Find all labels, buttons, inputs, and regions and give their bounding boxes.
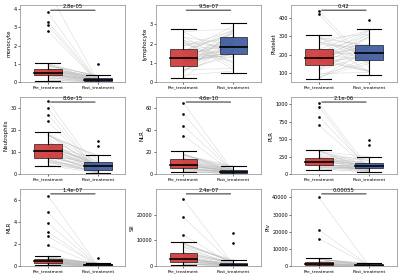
Y-axis label: lymphocyte: lymphocyte: [142, 27, 147, 60]
FancyBboxPatch shape: [355, 265, 383, 266]
FancyBboxPatch shape: [34, 69, 62, 75]
FancyBboxPatch shape: [355, 45, 383, 60]
Text: 0.00055: 0.00055: [333, 188, 355, 193]
Text: 4.6e-10: 4.6e-10: [198, 96, 218, 101]
Text: 2.4e-07: 2.4e-07: [198, 188, 218, 193]
FancyBboxPatch shape: [220, 170, 247, 173]
Y-axis label: SII: SII: [130, 224, 135, 231]
FancyBboxPatch shape: [84, 78, 112, 81]
Y-axis label: NLR: NLR: [139, 130, 144, 141]
FancyBboxPatch shape: [170, 159, 197, 168]
Text: 2.1e-06: 2.1e-06: [334, 96, 354, 101]
Text: 9.5e-07: 9.5e-07: [198, 4, 218, 9]
Text: 1.4e-07: 1.4e-07: [63, 188, 83, 193]
FancyBboxPatch shape: [220, 37, 247, 54]
Y-axis label: PLR: PLR: [268, 130, 273, 141]
FancyBboxPatch shape: [84, 264, 112, 266]
FancyBboxPatch shape: [34, 144, 62, 158]
FancyBboxPatch shape: [355, 163, 383, 168]
FancyBboxPatch shape: [305, 158, 333, 165]
FancyBboxPatch shape: [305, 262, 333, 265]
Text: 2.8e-05: 2.8e-05: [63, 4, 83, 9]
Text: 0.42: 0.42: [338, 4, 350, 9]
FancyBboxPatch shape: [34, 259, 62, 263]
FancyBboxPatch shape: [305, 49, 333, 65]
FancyBboxPatch shape: [170, 48, 197, 66]
Y-axis label: monocyte: monocyte: [6, 30, 12, 58]
Y-axis label: Platelet: Platelet: [272, 33, 276, 54]
Y-axis label: MLR: MLR: [6, 222, 12, 233]
Y-axis label: Piv: Piv: [265, 224, 270, 231]
Text: 8.6e-15: 8.6e-15: [63, 96, 83, 101]
FancyBboxPatch shape: [220, 263, 247, 265]
FancyBboxPatch shape: [84, 162, 112, 170]
FancyBboxPatch shape: [170, 253, 197, 262]
Y-axis label: Neutrophils: Neutrophils: [4, 120, 8, 151]
